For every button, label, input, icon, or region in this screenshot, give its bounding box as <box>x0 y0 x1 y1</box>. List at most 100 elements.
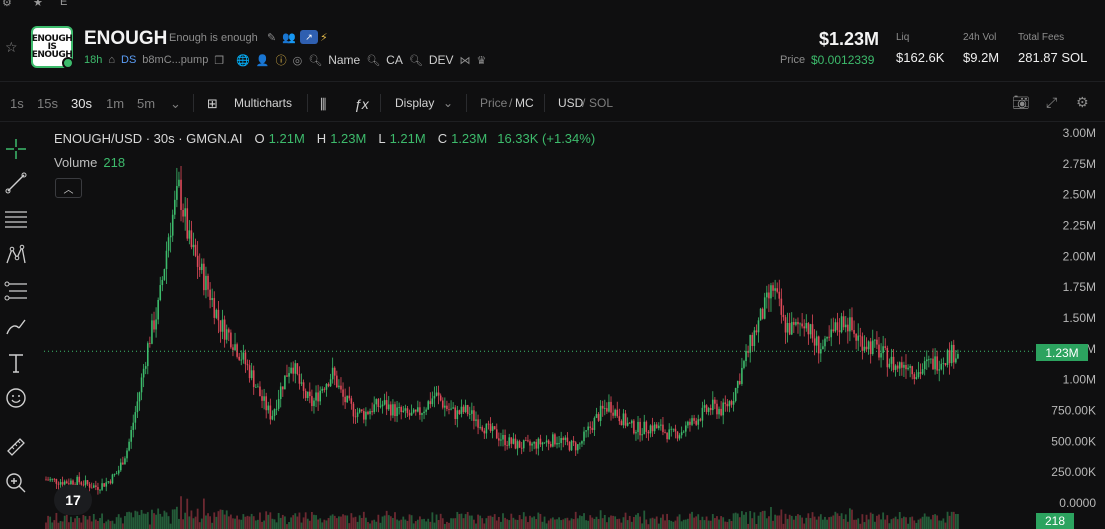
volume-bar <box>593 518 596 529</box>
close-label: C <box>437 131 448 146</box>
volume-bar <box>767 516 770 529</box>
candle-body <box>940 363 943 370</box>
candle-body <box>338 385 340 388</box>
zoom-in-icon[interactable] <box>4 471 28 495</box>
gear-icon[interactable]: ⚙ <box>2 0 12 9</box>
candle-body <box>302 382 305 391</box>
search-ca-link[interactable]: CA <box>386 53 403 67</box>
volume-bar <box>886 515 889 529</box>
timeframe-5m[interactable]: 5m <box>137 96 156 111</box>
trend-line-icon[interactable] <box>4 171 28 195</box>
settings-icon[interactable]: ⚙ <box>1076 94 1089 110</box>
candle-body <box>317 392 319 402</box>
volume-bar <box>323 519 326 529</box>
search-dev-link[interactable]: DEV <box>428 53 454 67</box>
candle-body <box>190 230 193 248</box>
search-name-link[interactable]: Name <box>328 53 361 67</box>
edit-icon[interactable]: ✎ <box>267 32 277 44</box>
candle-body <box>759 308 762 321</box>
volume-bar <box>666 513 669 529</box>
multicharts-icon[interactable]: ⊞ <box>207 96 218 111</box>
ruler-icon[interactable] <box>4 435 28 459</box>
brush-icon[interactable] <box>4 315 28 339</box>
volume-bar <box>82 514 85 529</box>
volume-bar <box>126 512 128 529</box>
text-tool-icon[interactable] <box>4 351 28 375</box>
sol-toggle[interactable]: SOL <box>589 96 614 110</box>
globe-icon[interactable]: 🌐 <box>236 54 250 67</box>
search-dev-icon[interactable]: 🔍︎ <box>408 54 423 67</box>
volume-bar <box>832 515 835 529</box>
candle-body <box>549 443 552 447</box>
candle-body <box>333 367 336 376</box>
volume-bar <box>234 518 236 529</box>
tradingview-logo[interactable]: 17 <box>54 485 92 515</box>
candle-body <box>778 291 781 299</box>
y-axis-label: 1.50M <box>1063 311 1096 325</box>
candle-body <box>475 419 477 421</box>
indicators-icon[interactable]: ƒx <box>354 96 369 112</box>
user-icon[interactable]: 👤 <box>255 54 270 67</box>
volume-bar <box>97 520 99 529</box>
volume-bar <box>591 517 594 529</box>
volume-bar <box>86 519 89 529</box>
display-dropdown-icon[interactable]: ⌄ <box>443 96 454 110</box>
contract-address[interactable]: b8mC...pump <box>142 54 209 66</box>
share-icon[interactable]: ⋈ <box>459 54 471 67</box>
crosshair-icon[interactable] <box>4 137 28 161</box>
emoji-icon[interactable] <box>4 386 28 410</box>
community-icon[interactable]: 👥 <box>282 32 296 44</box>
candle-body <box>849 317 851 332</box>
candle-body <box>699 419 702 421</box>
candle-body <box>815 336 818 346</box>
lightning-icon[interactable]: ⚡ <box>320 32 328 44</box>
fullscreen-icon[interactable]: ⤢ <box>1046 94 1058 110</box>
timeframe-15s[interactable]: 15s <box>37 96 58 111</box>
mc-toggle[interactable]: MC <box>515 96 534 110</box>
candle-style-icon[interactable]: ⫼ <box>320 96 327 112</box>
volume-bar <box>94 519 97 529</box>
volume-bar <box>898 512 901 529</box>
timeframe-1m[interactable]: 1m <box>106 96 125 111</box>
volume-bar <box>342 514 344 529</box>
multicharts-button[interactable]: Multicharts <box>234 96 293 110</box>
candle-body <box>441 400 444 408</box>
solana-icon[interactable]: ◎ <box>292 54 303 67</box>
volume-bar <box>367 522 369 529</box>
price-toggle[interactable]: Price <box>480 96 508 110</box>
candle-body <box>244 352 247 365</box>
timeframe-dropdown-icon[interactable]: ⌄ <box>170 96 181 111</box>
collapse-legend-button[interactable]: ︿ <box>55 178 82 198</box>
pattern-icon[interactable] <box>4 243 28 267</box>
candle-body <box>757 320 760 333</box>
timeframe-30s[interactable]: 30s <box>71 96 92 111</box>
camera-icon[interactable]: 📷︎ <box>1012 94 1030 110</box>
search-name-icon[interactable]: 🔍︎ <box>308 54 323 67</box>
candle-body <box>153 320 155 330</box>
volume-bar <box>63 515 66 529</box>
star-icon[interactable]: ★ <box>33 0 43 9</box>
volume-bar <box>211 522 214 529</box>
volume-bar <box>531 517 533 529</box>
candle-body <box>194 244 197 256</box>
timeframe-1s[interactable]: 1s <box>10 96 24 111</box>
favorite-star-icon[interactable]: ☆ <box>5 39 18 55</box>
volume-bar <box>809 518 812 529</box>
display-button[interactable]: Display <box>395 96 435 110</box>
candle-body <box>901 362 903 368</box>
candle-body <box>464 405 467 413</box>
candle-body <box>323 388 326 390</box>
usd-toggle[interactable]: USD <box>558 96 584 110</box>
volume-bar <box>209 516 212 529</box>
copy-icon[interactable]: ❐ <box>214 54 225 67</box>
candle-body <box>595 414 598 418</box>
boost-icon[interactable]: ↗ <box>300 30 318 44</box>
search-ca-icon[interactable]: 🔍︎ <box>366 54 381 67</box>
fib-retracement-icon[interactable] <box>4 279 28 303</box>
candle-body <box>408 413 411 416</box>
warning-icon[interactable]: ⓘ <box>275 55 287 67</box>
horizontal-lines-icon[interactable] <box>4 207 28 231</box>
crown-icon[interactable]: ♛ <box>476 54 487 67</box>
dexscreener-link[interactable]: DS <box>121 54 137 66</box>
